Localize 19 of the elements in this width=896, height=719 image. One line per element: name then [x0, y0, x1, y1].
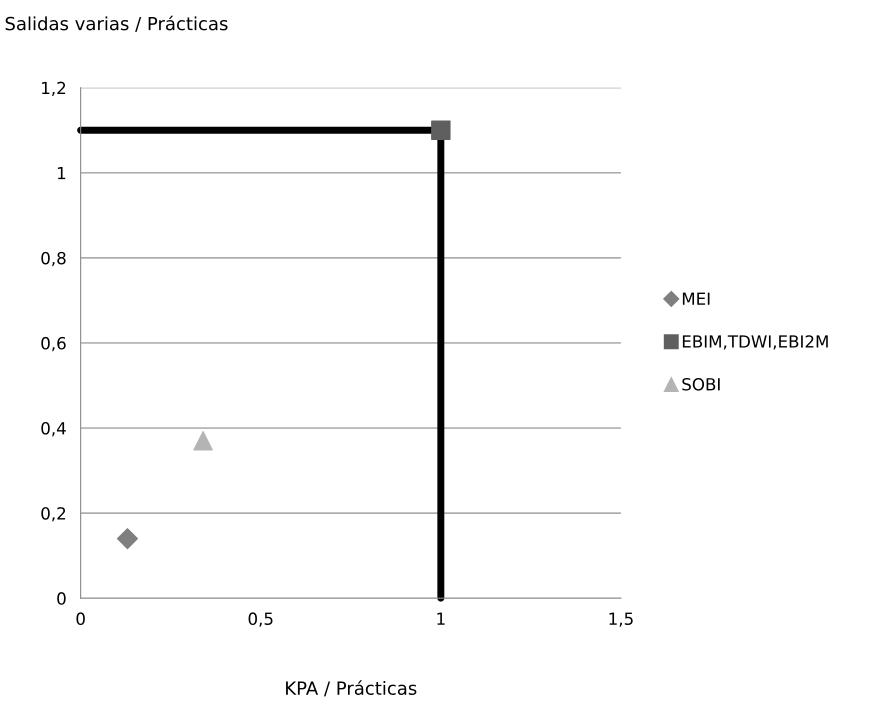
y-tick-label: 0,8	[41, 252, 66, 266]
legend-label: MEI	[682, 292, 710, 305]
point	[431, 120, 451, 140]
y-tick-label: 0	[57, 592, 66, 605]
y-tick-label: 0,6	[41, 336, 66, 352]
y-tick-label: 1,2	[42, 82, 66, 96]
y-tick-label: 0,2	[41, 507, 66, 522]
point	[193, 431, 213, 451]
legend-label: EBIM,TDWI,EBI2M	[682, 335, 828, 350]
point	[116, 528, 138, 550]
x-axis-title: KPA / Prácticas	[286, 680, 416, 696]
x-tick-label: 0,5	[248, 612, 273, 627]
x-tick-label: 1	[437, 612, 445, 625]
y-tick-label: 1	[58, 166, 66, 180]
x-tick-label: 1,5	[610, 612, 633, 627]
y-tick-label: 0,4	[41, 422, 66, 436]
legend-label: SOBI	[682, 378, 720, 391]
y-axis-title: Salidas varias / Prácticas	[6, 16, 228, 32]
x-tick-label: 0	[76, 612, 85, 625]
